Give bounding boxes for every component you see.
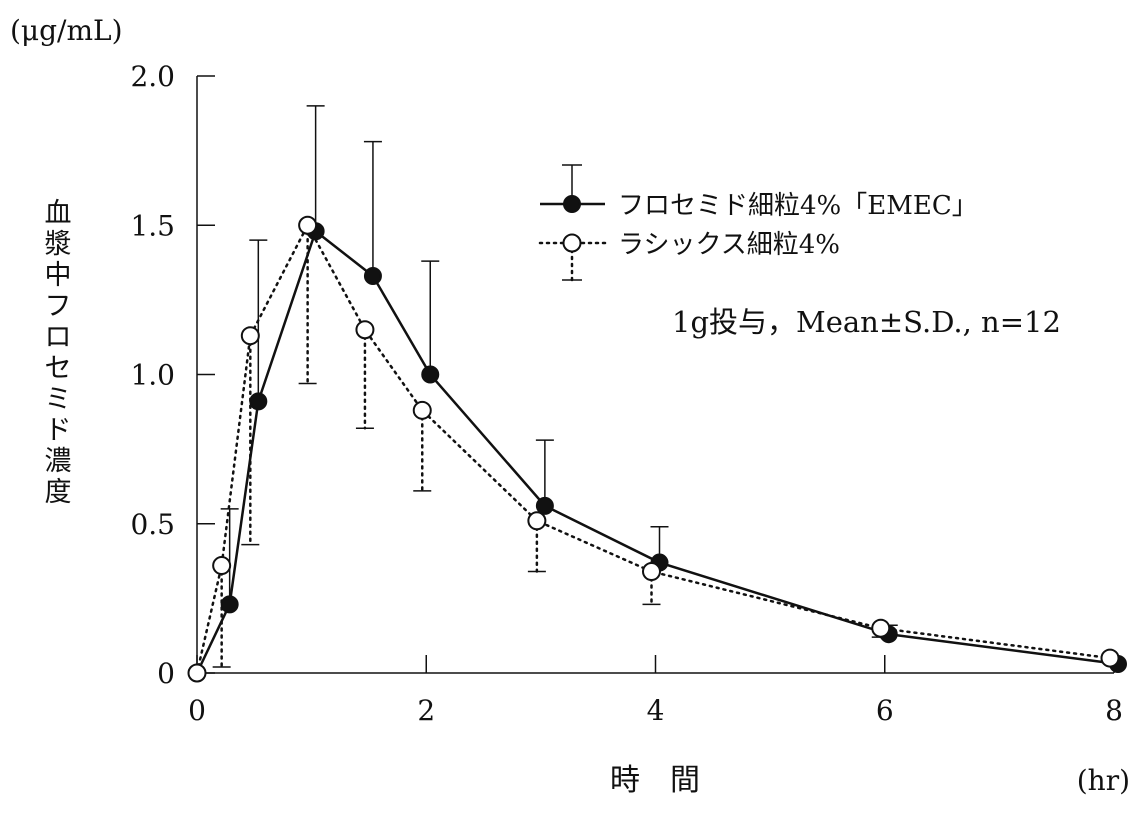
data-point-open (187, 663, 207, 683)
series-1 (188, 105, 1127, 682)
y-axis-title-char: 度 (45, 477, 72, 508)
legend: フロセミド細粒4%「EMEC」 ラシックス細粒4% (538, 164, 978, 282)
data-point-filled (363, 266, 382, 285)
data-point-filled (421, 365, 440, 384)
x-unit-label: (hr) (1077, 764, 1130, 797)
y-axis-title-char: 漿 (45, 229, 72, 260)
y-unit-label: (μg/mL) (10, 14, 123, 47)
x-tick-label: 8 (1105, 694, 1123, 727)
y-tick-label: 1.5 (130, 209, 175, 242)
data-point-open (355, 320, 375, 340)
data-point-open (212, 556, 232, 576)
series-2 (187, 215, 1120, 683)
x-tick-label: 4 (647, 694, 665, 727)
y-tick-label: 1.0 (130, 359, 175, 392)
data-point-open (1100, 648, 1120, 668)
x-axis-title: 時 間 (610, 763, 700, 798)
legend-marker-filled (563, 195, 581, 213)
annotation-text: 1g投与，Mean±S.D., n=12 (672, 305, 1061, 339)
y-tick-label: 0 (157, 657, 175, 690)
series-line (195, 229, 1119, 674)
data-point-open (642, 562, 661, 582)
data-point-filled (535, 496, 554, 515)
axes (196, 76, 1114, 674)
y-axis-title-char: 濃 (45, 446, 72, 477)
y-ticks: 0 0.5 1.0 1.5 2.0 (130, 60, 215, 690)
x-tick-label: 0 (188, 694, 206, 727)
data-point-open (412, 400, 432, 420)
x-tick-label: 2 (417, 694, 435, 727)
y-tick-label: 0.5 (130, 508, 175, 541)
y-axis-title-char: ド (45, 415, 72, 446)
x-ticks: 0 2 4 6 8 (188, 655, 1123, 727)
x-tick-label: 6 (876, 694, 894, 727)
y-axis-title-char: セ (45, 353, 72, 384)
y-axis-title-char: ミ (45, 384, 72, 415)
data-point-open (527, 511, 547, 531)
y-axis-title-char: 中 (45, 260, 72, 291)
series-layer (187, 105, 1127, 683)
y-axis-title-char: フ (45, 291, 72, 322)
data-point-open (298, 215, 318, 235)
series-line (195, 222, 1112, 675)
legend-label-2: ラシックス細粒4% (618, 230, 840, 260)
data-point-filled (249, 392, 268, 411)
data-point-filled (220, 595, 239, 614)
data-point-open (871, 618, 891, 638)
legend-label-1: フロセミド細粒4%「EMEC」 (618, 191, 978, 221)
data-point-open (240, 326, 260, 346)
y-tick-label: 2.0 (130, 60, 175, 93)
y-axis-title-char: ロ (45, 322, 72, 353)
y-axis-title-char: 血 (45, 198, 72, 229)
legend-marker-open (562, 233, 582, 253)
